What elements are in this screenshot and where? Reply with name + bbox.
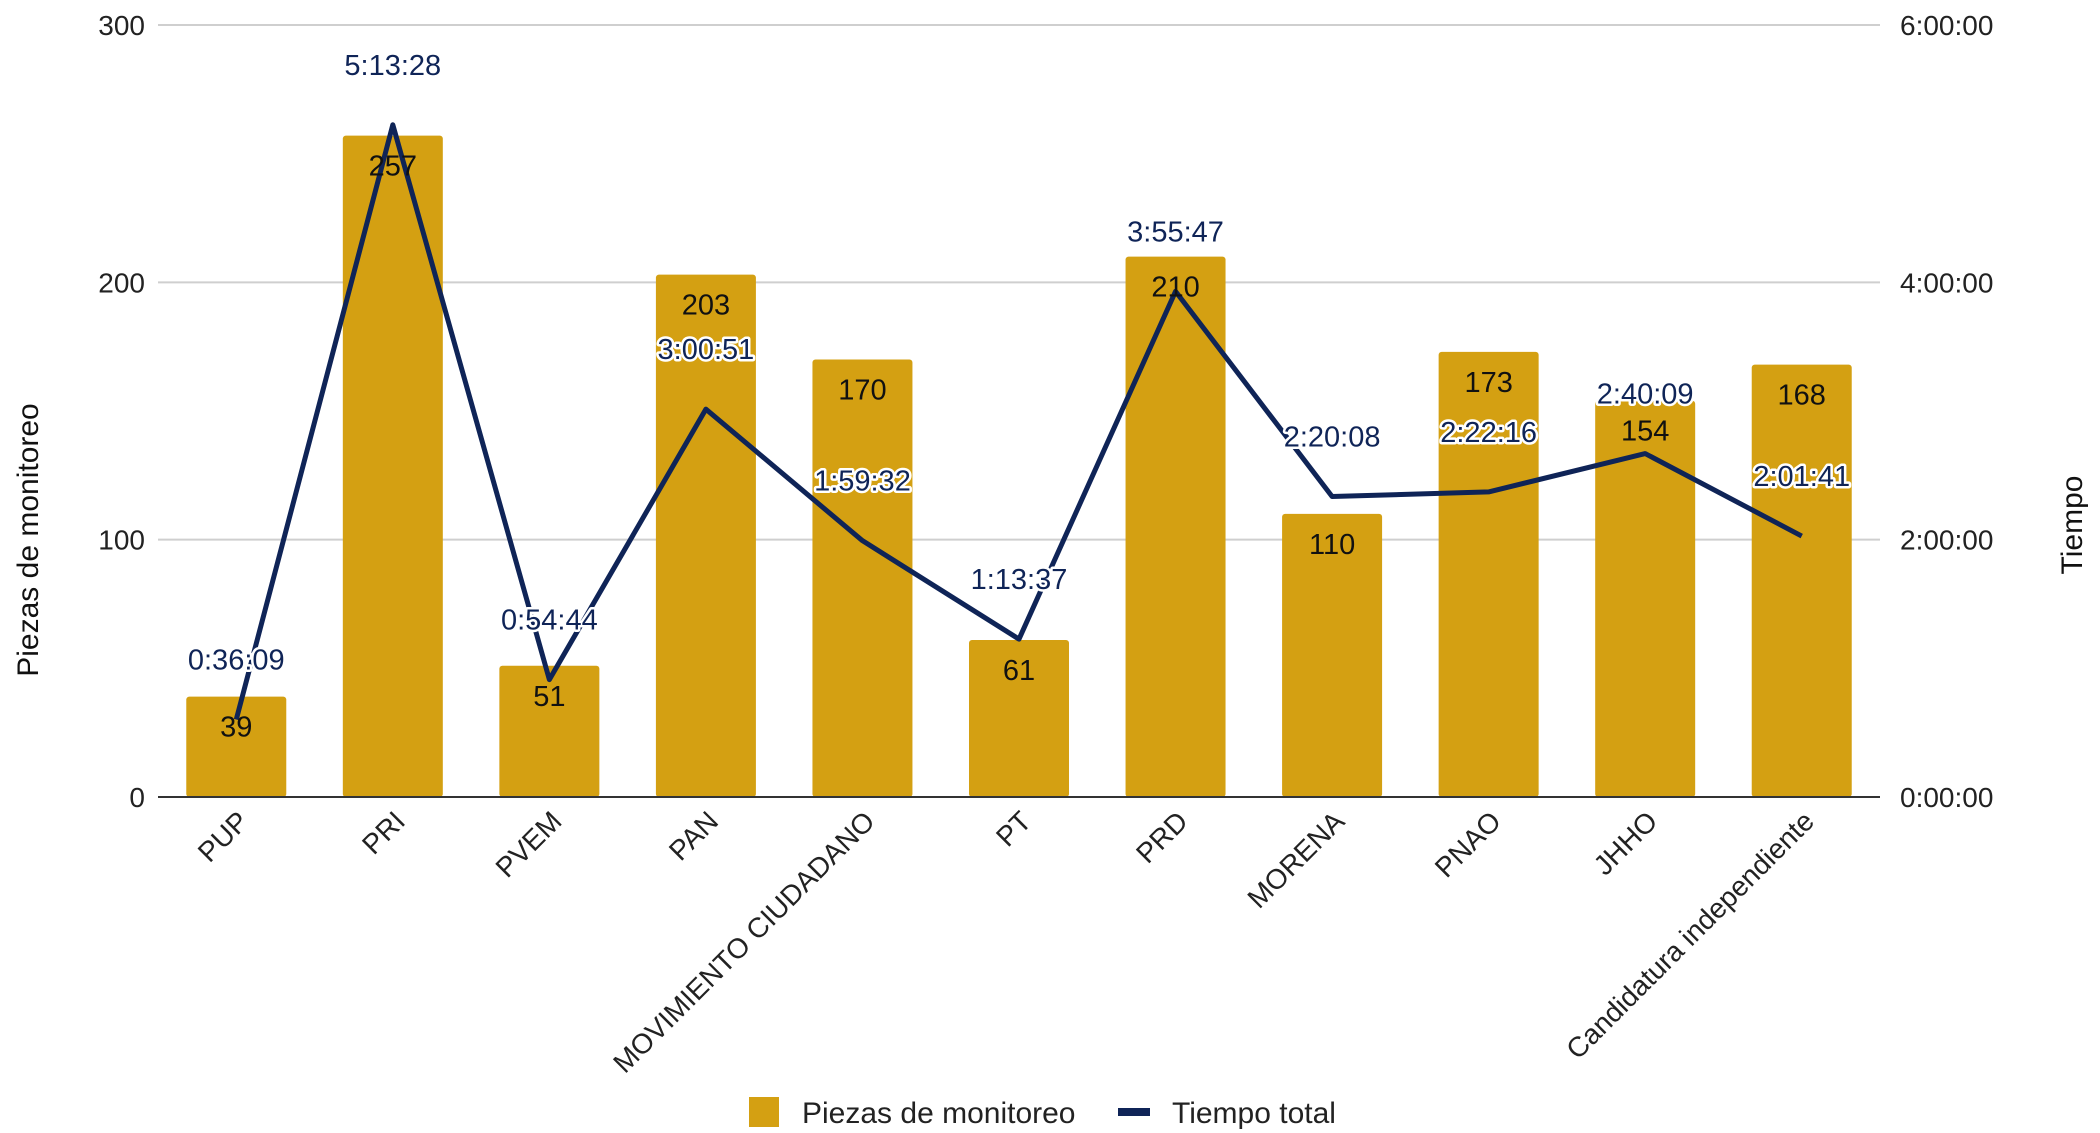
y-axis-title: Piezas de monitoreo	[12, 403, 45, 677]
x-tick-label: JHHO	[1588, 805, 1664, 881]
y2-tick-label: 0:00:00	[1900, 782, 1993, 813]
bar-value-label: 210	[1151, 272, 1199, 304]
y2-tick-label: 2:00:00	[1900, 525, 1993, 556]
x-tick-label: PAN	[663, 805, 724, 866]
bar-value-label: 257	[369, 151, 417, 183]
line-value-label: 1:59:32	[814, 466, 911, 498]
bar-value-label: 203	[682, 290, 730, 322]
bar	[812, 359, 913, 797]
gridlines	[158, 24, 1880, 541]
y2-axis-title: Tiempo	[2056, 476, 2089, 575]
bar-value-label: 61	[1003, 655, 1035, 687]
line-value-label: 5:13:28	[344, 50, 441, 82]
x-tick-label: PT	[990, 805, 1037, 852]
bar	[1751, 364, 1852, 797]
bar	[1438, 351, 1539, 797]
legend: Piezas de monitoreo Tiempo total	[749, 1097, 1336, 1130]
line-value-label: 2:20:08	[1284, 421, 1381, 453]
legend-label-bars: Piezas de monitoreo	[802, 1097, 1076, 1130]
line-path	[233, 122, 1803, 721]
legend-label-line: Tiempo total	[1172, 1097, 1336, 1130]
x-tick-label: PRI	[356, 805, 411, 860]
x-tick-label: PRD	[1130, 805, 1194, 869]
bar	[499, 665, 600, 797]
bar-value-label: 170	[838, 375, 886, 407]
data-labels: 39 257 51 203 170 61 210 110 173 154 168 0:36:09 5:1…	[185, 47, 1852, 744]
bar	[342, 135, 443, 798]
y-tick-label: 200	[98, 267, 145, 298]
x-tick-label: Candidatura independiente	[1560, 805, 1820, 1065]
bar-value-label: 51	[533, 681, 565, 713]
line-value-label: 1:13:37	[971, 564, 1068, 596]
x-tick-label: MORENA	[1242, 805, 1351, 914]
y2-tick-label: 6:00:00	[1900, 10, 1993, 41]
bar	[655, 274, 756, 797]
line-value-label: 3:55:47	[1127, 216, 1224, 248]
line-value-label: 2:01:41	[1753, 461, 1850, 493]
x-tick-label: PUP	[192, 805, 255, 868]
y-tick-label: 0	[129, 782, 145, 813]
x-tick-label: PVEM	[490, 805, 568, 883]
y-tick-label: 300	[98, 10, 145, 41]
bar-value-label: 110	[1309, 529, 1355, 561]
y2-tick-label: 4:00:00	[1900, 267, 1993, 298]
line-value-label: 0:36:09	[188, 644, 285, 676]
bar	[186, 696, 287, 797]
y-tick-label: 100	[98, 525, 145, 556]
x-tick-label: MOVIMIENTO CIUDADANO	[607, 805, 880, 1078]
bar-value-label: 154	[1621, 416, 1669, 448]
bar-value-label: 168	[1778, 380, 1826, 412]
line-series	[233, 122, 1803, 721]
bar	[969, 640, 1069, 797]
line-value-label: 3:00:51	[658, 334, 755, 366]
bar-value-label: 173	[1464, 367, 1512, 399]
line-value-label: 2:40:09	[1597, 379, 1694, 411]
bar-value-label: 39	[220, 712, 252, 744]
legend-swatch-bars	[749, 1097, 779, 1127]
x-tick-label: PNAO	[1429, 805, 1507, 883]
bar-series	[186, 135, 1852, 798]
line-value-label: 2:22:16	[1440, 417, 1537, 449]
bar	[1595, 400, 1696, 797]
bar	[1125, 256, 1226, 798]
line-value-label: 0:54:44	[501, 605, 598, 637]
bar	[1282, 513, 1383, 797]
